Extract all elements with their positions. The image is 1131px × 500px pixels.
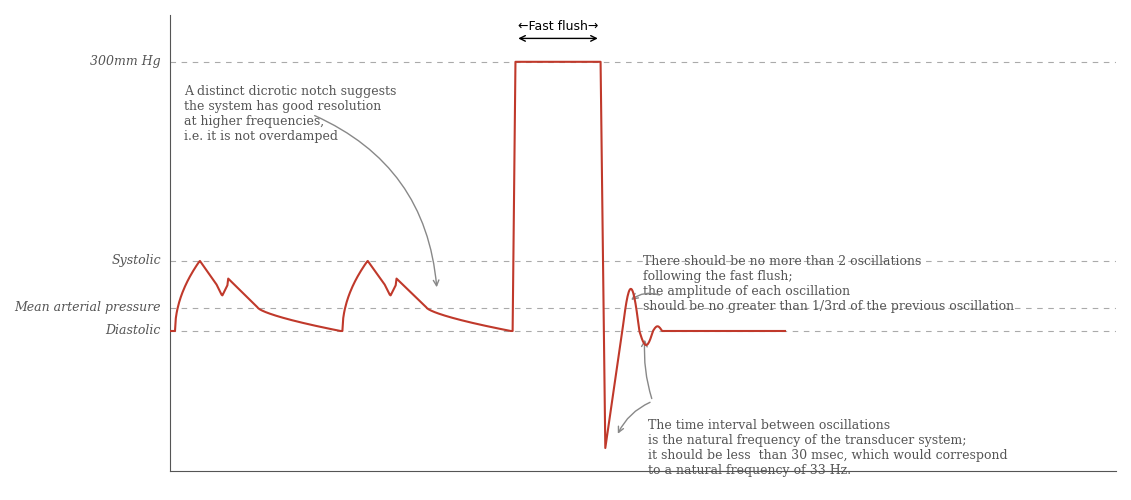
Text: 300mm Hg: 300mm Hg	[90, 56, 161, 68]
Text: Diastolic: Diastolic	[105, 324, 161, 338]
Text: A distinct dicrotic notch suggests
the system has good resolution
at higher freq: A distinct dicrotic notch suggests the s…	[184, 85, 397, 143]
Text: There should be no more than 2 oscillations
following the fast flush;
the amplit: There should be no more than 2 oscillati…	[644, 255, 1015, 313]
Text: Mean arterial pressure: Mean arterial pressure	[15, 301, 161, 314]
Text: Systolic: Systolic	[111, 254, 161, 268]
Text: The time interval between oscillations
is the natural frequency of the transduce: The time interval between oscillations i…	[648, 419, 1008, 477]
Text: ←Fast flush→: ←Fast flush→	[518, 20, 598, 32]
